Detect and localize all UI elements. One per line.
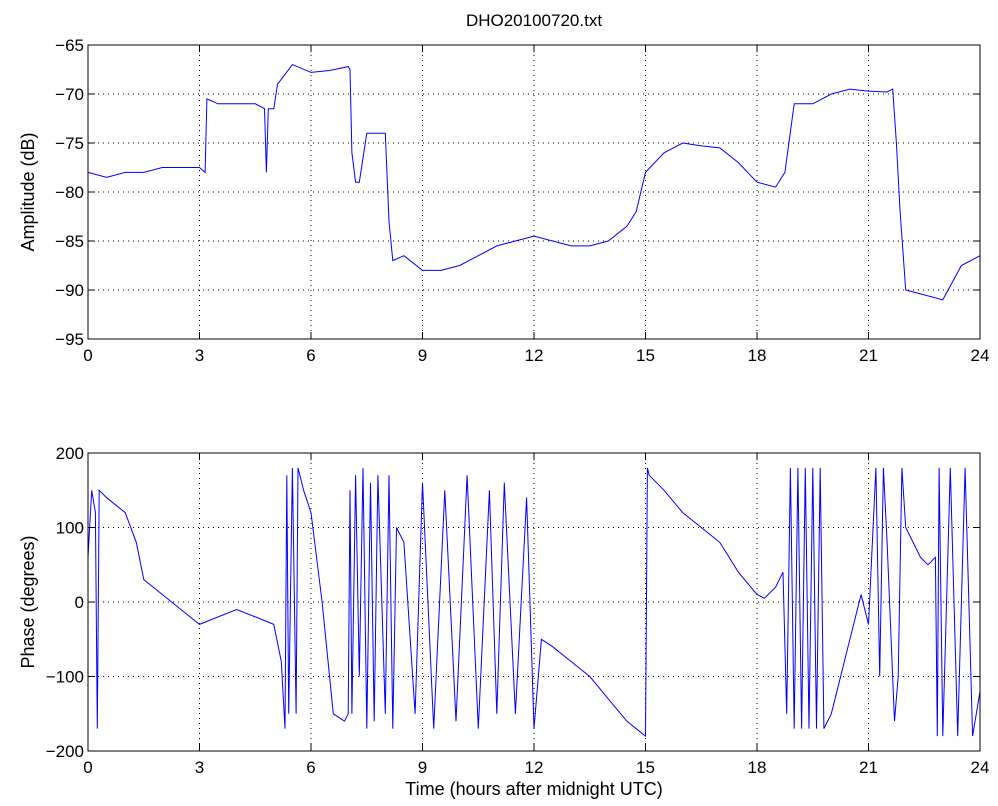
- amplitude-ticks: 0 3 6 9 12 15 18 21 24 −95 −90 −85 −80 −75 −70 −65: [55, 36, 989, 365]
- phase-y-tick-label: 100: [56, 519, 84, 538]
- phase-y-tick-label: 200: [56, 444, 84, 463]
- amplitude-y-axis-label: Amplitude (dB): [18, 132, 38, 251]
- amplitude-x-tick-label: 18: [748, 346, 767, 365]
- phase-x-tick-label: 24: [971, 758, 990, 777]
- amplitude-x-tick-label: 24: [971, 346, 990, 365]
- amplitude-y-tick-label: −80: [55, 183, 84, 202]
- phase-grid: [88, 453, 980, 751]
- phase-x-tick-label: 3: [195, 758, 204, 777]
- phase-panel: 0 3 6 9 12 15 18 21 24 −200 −100 0 100 200 Phase (deg…: [18, 444, 989, 799]
- phase-series-group: [87, 467, 981, 738]
- amplitude-panel: 0 3 6 9 12 15 18 21 24 −95 −90 −85 −80 −75 −70 −65 Ampl…: [18, 36, 989, 365]
- amplitude-y-tick-label: −70: [55, 85, 84, 104]
- phase-x-tick-label: 15: [636, 758, 655, 777]
- phase-y-axis-label: Phase (degrees): [18, 535, 38, 668]
- amplitude-y-tick-label: −90: [55, 281, 84, 300]
- phase-ticks: 0 3 6 9 12 15 18 21 24 −200 −100 0 100 200: [46, 444, 990, 777]
- amplitude-y-tick-label: −65: [55, 36, 84, 55]
- amplitude-x-tick-label: 3: [195, 346, 204, 365]
- amplitude-y-tick-label: −85: [55, 232, 84, 251]
- chart-title: DHO20100720.txt: [466, 11, 602, 30]
- amplitude-x-tick-label: 12: [525, 346, 544, 365]
- amplitude-y-tick-label: −75: [55, 134, 84, 153]
- amplitude-x-tick-label: 15: [636, 346, 655, 365]
- amplitude-x-tick-label: 9: [418, 346, 427, 365]
- phase-y-tick-label: −200: [46, 742, 84, 761]
- phase-x-axis-label: Time (hours after midnight UTC): [405, 779, 662, 799]
- phase-y-tick-label: 0: [75, 593, 84, 612]
- amplitude-x-tick-label: 21: [859, 346, 878, 365]
- phase-x-tick-label: 0: [83, 758, 92, 777]
- phase-series-line: [87, 467, 981, 738]
- amplitude-x-tick-label: 0: [83, 346, 92, 365]
- amplitude-y-tick-label: −95: [55, 330, 84, 349]
- amplitude-series-group: [87, 63, 981, 301]
- phase-x-tick-label: 21: [859, 758, 878, 777]
- phase-x-tick-label: 12: [525, 758, 544, 777]
- phase-y-tick-label: −100: [46, 668, 84, 687]
- amplitude-grid: [88, 45, 980, 339]
- amplitude-series-line: [87, 63, 981, 301]
- phase-x-tick-label: 18: [748, 758, 767, 777]
- phase-x-tick-label: 9: [418, 758, 427, 777]
- phase-x-tick-label: 6: [306, 758, 315, 777]
- amplitude-x-tick-label: 6: [306, 346, 315, 365]
